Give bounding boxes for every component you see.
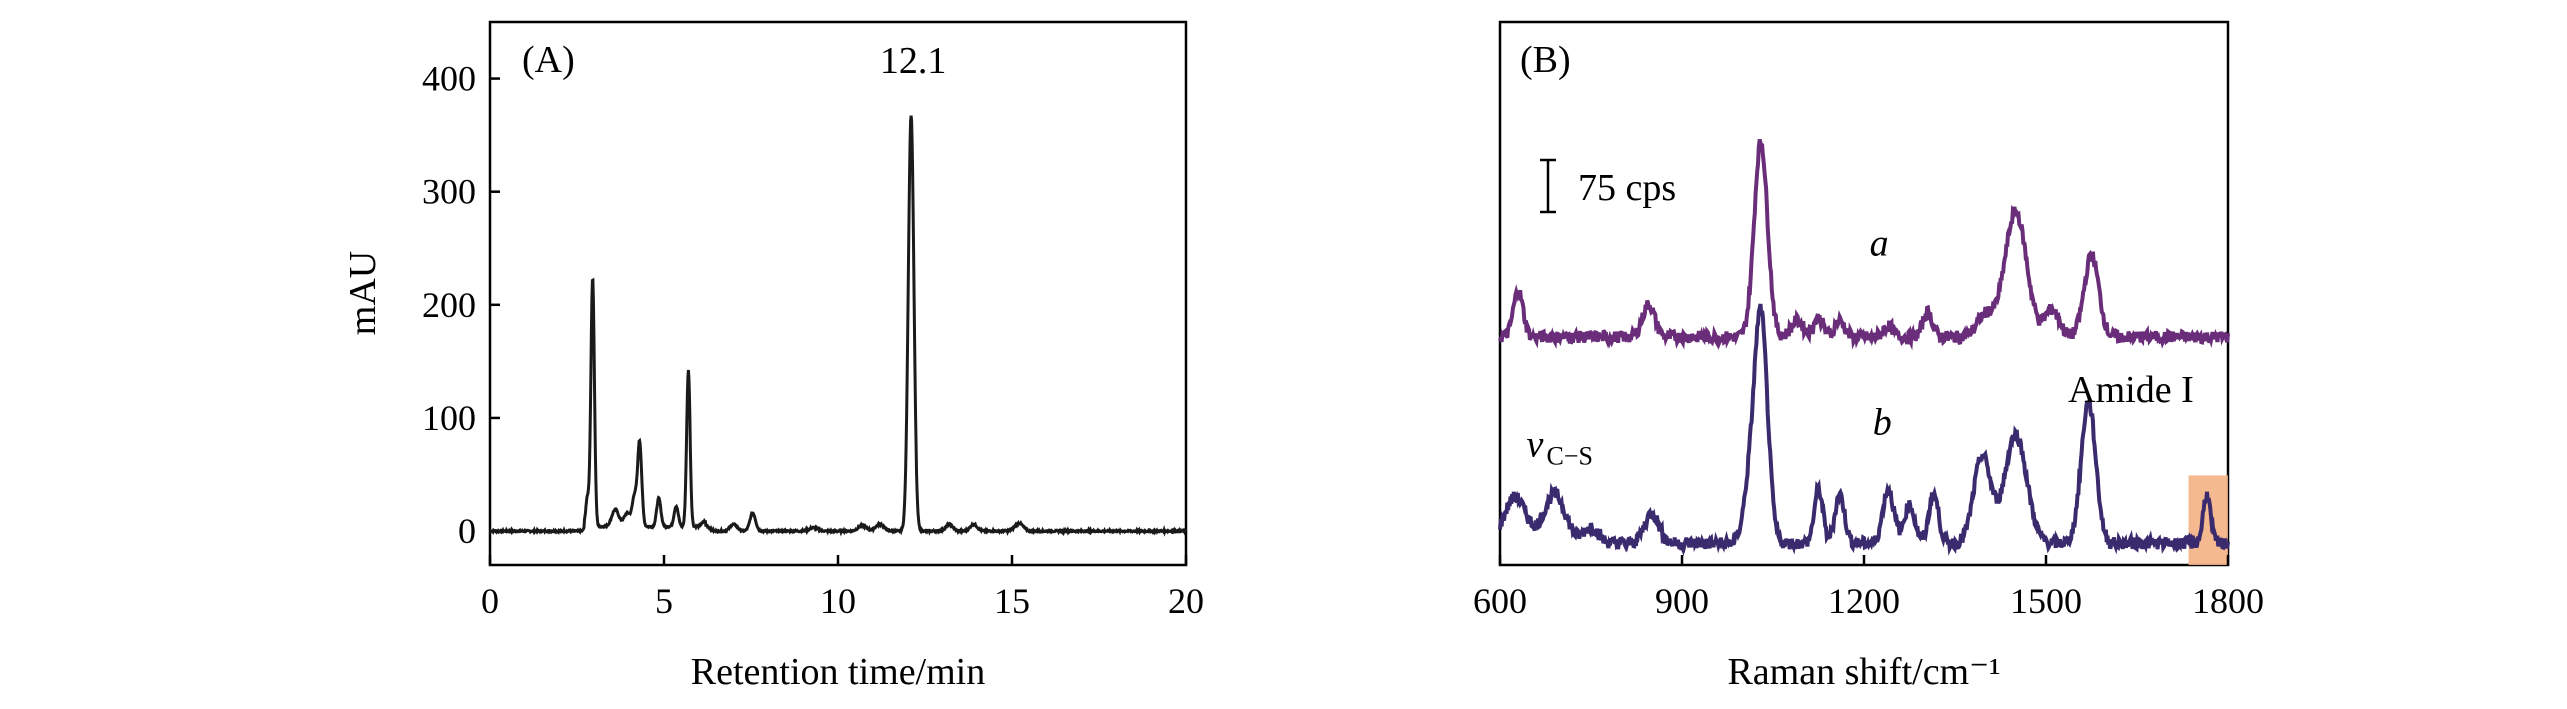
chart-b-x-tick-label: 1500 (2010, 581, 2082, 621)
chart-a-y-tick-label: 100 (422, 398, 476, 438)
chart-b-panel-label: (B) (1520, 39, 1571, 81)
amide-i-label: Amide I (2068, 369, 2194, 411)
chart-a-y-tick-label: 200 (422, 285, 476, 325)
chart-a-y-tick-label: 300 (422, 172, 476, 212)
chart-a-series-line (489, 115, 1188, 537)
scale-bar: 75 cps (1540, 158, 1676, 214)
chart-b-x-axis-title: Raman shift/cm⁻¹ (1727, 651, 2000, 693)
amide-i-highlight-box (2188, 475, 2228, 565)
chart-a-x-axis-title: Retention time/min (691, 651, 985, 693)
chart-b-x-tick-label: 900 (1655, 581, 1709, 621)
chart-a-x-tick-label: 15 (994, 581, 1030, 621)
chart-a-panel-label: (A) (522, 39, 575, 81)
series-a-label: a (1870, 222, 1889, 264)
spectrum-a (1498, 138, 2230, 351)
v-c-s-label: v C−S (1527, 423, 1593, 470)
chart-a-x-tick-label: 0 (481, 581, 499, 621)
chart-a-x-tick-label: 5 (655, 581, 673, 621)
chart-b-series (1498, 138, 2230, 557)
chart-a-x-tick-label: 10 (820, 581, 856, 621)
v-c-s-subscript: C−S (1547, 441, 1593, 470)
chart-a-y-axis: 0 100 200 300 400 (422, 59, 500, 551)
chart-a-y-axis-title: mAU (342, 251, 384, 335)
chart-b-frame (1498, 20, 2230, 567)
chart-a-series (489, 115, 1188, 537)
series-b-label: b (1873, 402, 1892, 444)
chart-b-x-axis: 600 900 1200 1500 1800 (1473, 555, 2264, 621)
chart-a-x-tick-label: 20 (1168, 581, 1204, 621)
chart-b-x-tick-label: 600 (1473, 581, 1527, 621)
v-c-s-symbol: v (1527, 423, 1544, 465)
chart-b-x-tick-label: 1200 (1828, 581, 1900, 621)
chart-b-x-tick-label: 1800 (2192, 581, 2264, 621)
spectrum-b (1498, 303, 2230, 557)
chart-a-y-tick-label: 400 (422, 59, 476, 99)
peak-label-12-1: 12.1 (880, 40, 947, 82)
scale-bar-label: 75 cps (1578, 167, 1676, 209)
chart-b: 600 900 1200 1500 1800 (B) 75 cps a b Amide … (1473, 20, 2264, 693)
chart-a: 0 5 10 15 20 0 100 200 300 400 (A) 12.1 Retentio… (342, 20, 1204, 693)
chart-a-x-axis: 0 5 10 15 20 (481, 555, 1204, 621)
chart-a-y-tick-label: 0 (458, 511, 476, 551)
